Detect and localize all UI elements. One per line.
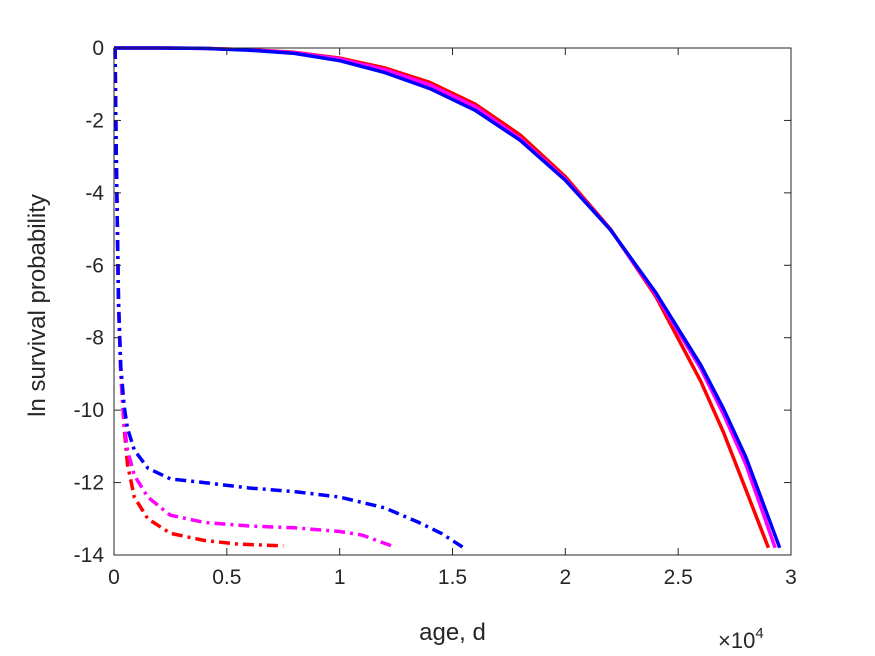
y-tick-label-0: 0 xyxy=(92,37,104,60)
x-tick-label-1: 0.5 xyxy=(212,566,241,589)
series-line-4 xyxy=(113,47,284,548)
y-tick-label-3: -6 xyxy=(85,254,104,277)
y-tick-label-1: -2 xyxy=(85,109,104,132)
x-tick-label-6: 3 xyxy=(785,566,797,589)
x-tick-label-2: 1 xyxy=(334,566,346,589)
series-lines xyxy=(113,46,782,550)
y-axis-label: ln survival probability xyxy=(24,194,51,417)
x-exponent-base: ×10 xyxy=(718,628,755,653)
x-tick-label-4: 2 xyxy=(559,566,571,589)
x-tick-label-5: 2.5 xyxy=(664,566,693,589)
x-exponent-power: 4 xyxy=(755,625,763,642)
series-line-1 xyxy=(114,46,771,549)
x-tick-label-0: 0 xyxy=(108,566,120,589)
y-tick-label-5: -10 xyxy=(74,399,104,422)
series-line-3 xyxy=(114,46,782,549)
y-tick-label-6: -12 xyxy=(74,472,104,495)
series-line-6 xyxy=(113,47,465,550)
x-tick-label-3: 1.5 xyxy=(438,566,467,589)
x-axis-label: age, d xyxy=(419,619,486,646)
axis-ticks xyxy=(113,47,792,556)
y-tick-label-4: -8 xyxy=(85,327,104,350)
tick-labels: 0 0.5 1 1.5 2 2.5 3 0 -2 -4 -6 -8 -10 -12 -14 xyxy=(74,37,797,589)
y-tick-label-7: -14 xyxy=(74,544,105,567)
series-line-2 xyxy=(114,46,777,549)
x-axis-exponent: ×104 xyxy=(718,625,764,653)
y-tick-label-2: -4 xyxy=(85,182,104,205)
plot-frame xyxy=(113,47,792,556)
